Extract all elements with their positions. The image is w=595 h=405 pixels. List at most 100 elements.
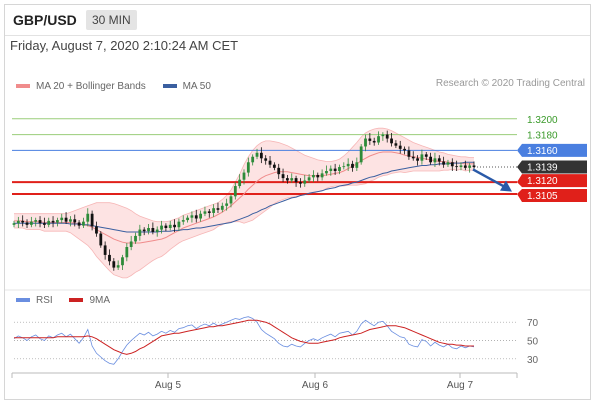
candle-body <box>129 241 133 247</box>
candle-body <box>151 228 155 232</box>
timeframe-button[interactable]: 30 MIN <box>86 10 137 30</box>
candle-body <box>47 220 51 225</box>
candle-body <box>429 156 433 163</box>
candle-body <box>34 220 38 222</box>
candle-body <box>21 220 25 223</box>
copyright-text: Research © 2020 Trading Central <box>435 78 585 89</box>
candle-body <box>281 174 285 179</box>
candle-body <box>442 161 446 165</box>
candle-body <box>73 219 77 223</box>
legend-item-9ma: 9MA <box>69 295 110 306</box>
candle-body <box>372 140 376 143</box>
candle-body <box>242 172 246 180</box>
level-label-1.3160: 1.3160 <box>527 146 558 157</box>
candle-body <box>12 223 16 225</box>
candle-body <box>468 165 472 168</box>
level-tag-1.3139 <box>517 160 587 174</box>
candle-body <box>437 158 441 162</box>
candle-body <box>134 235 137 242</box>
candle-body <box>463 165 467 168</box>
candle-body <box>64 217 68 222</box>
level-label-1.3200: 1.3200 <box>527 115 558 126</box>
candle-body <box>420 154 424 161</box>
bollinger-upper-line <box>14 127 474 223</box>
legend-item-rsi: RSI <box>16 295 53 306</box>
candle-body <box>325 171 328 174</box>
candle-body <box>190 215 194 218</box>
rsi-tick-30: 30 <box>527 355 539 366</box>
symbol-label: GBP/USD <box>13 12 77 28</box>
candle-body <box>173 224 176 228</box>
candle-body <box>82 221 85 226</box>
candle-body <box>259 152 263 159</box>
candle-body <box>333 168 337 171</box>
legend-item-ma50: MA 50 <box>162 81 211 92</box>
candle-body <box>290 178 294 181</box>
legend-label-ma20: MA 20 + Bollinger Bands <box>36 81 146 92</box>
candle-body <box>103 245 107 255</box>
candle-body <box>264 158 268 161</box>
candle-body <box>338 167 341 171</box>
candle-body <box>277 167 281 175</box>
candle-body <box>181 220 185 222</box>
candle-body <box>194 215 198 219</box>
level-label-1.3139: 1.3139 <box>527 163 558 174</box>
rsi-line <box>13 316 475 365</box>
candle-body <box>160 225 163 230</box>
candle-body <box>42 223 46 225</box>
candle-body <box>186 217 189 221</box>
rsi-tick-50: 50 <box>527 337 539 348</box>
candle-body <box>403 148 406 151</box>
candle-body <box>390 138 393 144</box>
candle-body <box>255 152 259 157</box>
price-legend: MA 20 + Bollinger Bands MA 50 <box>16 81 211 92</box>
level-tag-1.3160 <box>517 143 587 157</box>
candle-body <box>407 150 411 157</box>
candle-body <box>307 177 311 181</box>
x-tick-label: Aug 5 <box>155 380 182 391</box>
candle-body <box>125 247 129 258</box>
candle-body <box>90 213 94 227</box>
candle-body <box>312 174 315 178</box>
candle-body <box>355 162 359 168</box>
legend-label-9ma: 9MA <box>89 295 111 306</box>
candle-body <box>112 261 116 268</box>
legend-swatch-rsi <box>16 298 30 303</box>
legend-label-rsi: RSI <box>36 295 53 306</box>
candle-body <box>108 254 111 262</box>
candle-body <box>377 136 380 143</box>
candle-body <box>285 178 289 181</box>
candle-body <box>199 213 203 219</box>
candle-body <box>381 134 385 137</box>
level-label-1.3120: 1.3120 <box>527 176 558 187</box>
candle-body <box>359 146 363 163</box>
candle-body <box>155 229 159 232</box>
candle-body <box>142 229 146 232</box>
candle-body <box>38 220 42 224</box>
candle-body <box>16 220 20 224</box>
rsi-legend: RSI 9MA <box>16 295 110 306</box>
candle-body <box>272 164 276 168</box>
candle-body <box>203 211 207 214</box>
legend-swatch-9ma <box>69 298 84 303</box>
legend-item-ma20: MA 20 + Bollinger Bands <box>16 81 146 92</box>
level-label-1.3105: 1.3105 <box>527 191 558 202</box>
chart-header: GBP/USD 30 MIN <box>5 5 590 36</box>
timestamp: Friday, August 7, 2020 2:10:24 AM CET <box>10 38 239 53</box>
candle-body <box>411 156 415 159</box>
candle-body <box>364 138 367 147</box>
candle-body <box>99 233 103 246</box>
level-tag-1.3120 <box>517 174 587 188</box>
candle-body <box>455 166 459 168</box>
legend-label-ma50: MA 50 <box>182 81 211 92</box>
candle-body <box>342 166 346 168</box>
rsi-9ma-line <box>14 319 474 355</box>
legend-swatch-ma50 <box>162 84 177 89</box>
candle-body <box>424 154 428 157</box>
candle-body <box>320 173 324 178</box>
level-tag-1.3105 <box>517 188 587 202</box>
candle-body <box>229 196 233 204</box>
ma50-line <box>14 161 474 233</box>
candle-body <box>446 162 450 165</box>
